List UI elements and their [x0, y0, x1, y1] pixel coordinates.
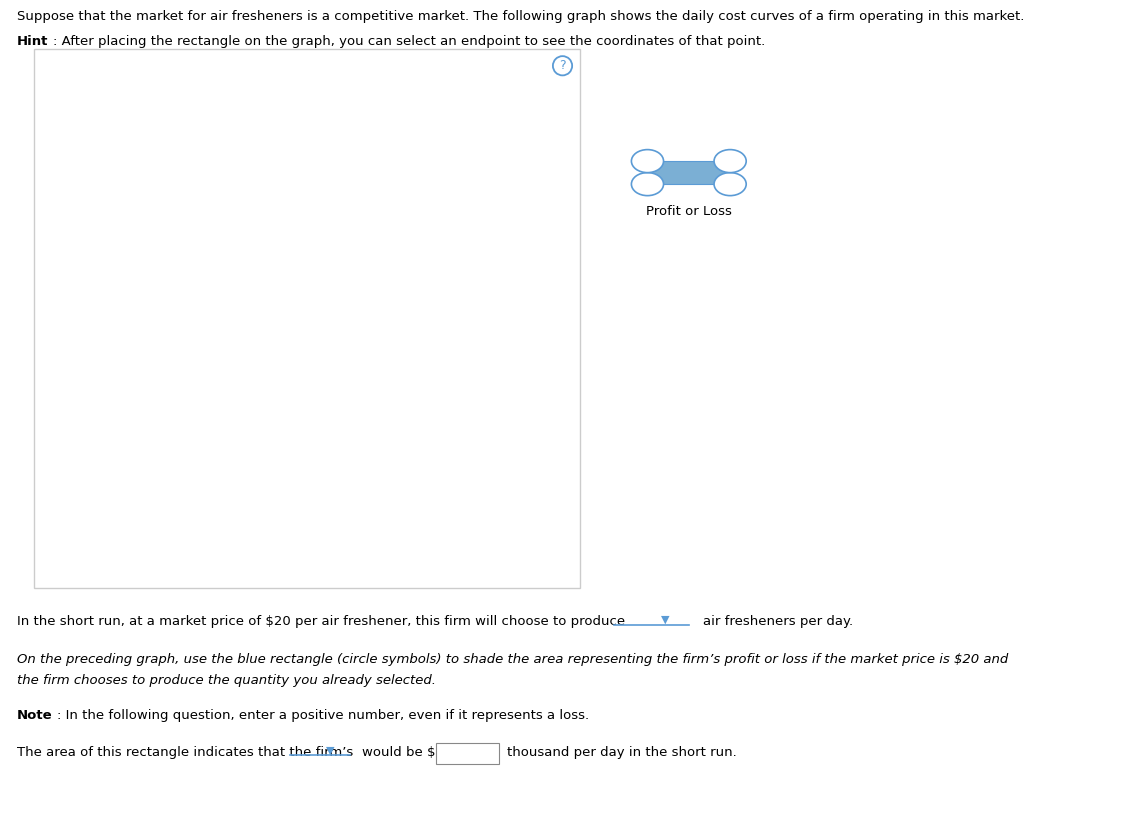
Text: AVC: AVC: [234, 427, 262, 441]
Text: Note: Note: [17, 709, 53, 722]
Text: would be $: would be $: [362, 746, 435, 759]
Text: : In the following question, enter a positive number, even if it represents a lo: : In the following question, enter a pos…: [57, 709, 590, 722]
Text: ▼: ▼: [326, 746, 334, 755]
Text: MC: MC: [131, 441, 152, 454]
Text: ATC: ATC: [226, 339, 250, 352]
Text: thousand per day in the short run.: thousand per day in the short run.: [507, 746, 737, 759]
Y-axis label: PRICE (Dollars per air freshener): PRICE (Dollars per air freshener): [57, 220, 70, 413]
Text: On the preceding graph, use the blue rectangle (circle symbols) to shade the are: On the preceding graph, use the blue rec…: [17, 653, 1008, 667]
X-axis label: QUANTITY (Thousands of air fresheners per day): QUANTITY (Thousands of air fresheners pe…: [176, 572, 461, 585]
Text: ?: ?: [559, 59, 566, 72]
Text: ▼: ▼: [661, 615, 669, 625]
Text: Profit or Loss: Profit or Loss: [646, 205, 731, 218]
Text: : After placing the rectangle on the graph, you can select an endpoint to see th: : After placing the rectangle on the gra…: [53, 35, 765, 48]
Text: The area of this rectangle indicates that the firm’s: The area of this rectangle indicates tha…: [17, 746, 354, 759]
Text: Suppose that the market for air fresheners is a competitive market. The followin: Suppose that the market for air freshene…: [17, 10, 1025, 23]
Text: air fresheners per day.: air fresheners per day.: [703, 615, 853, 628]
Text: Hint: Hint: [17, 35, 48, 48]
Text: In the short run, at a market price of $20 per air freshener, this firm will cho: In the short run, at a market price of $…: [17, 615, 626, 628]
Text: the firm chooses to produce the quantity you already selected.: the firm chooses to produce the quantity…: [17, 674, 436, 687]
